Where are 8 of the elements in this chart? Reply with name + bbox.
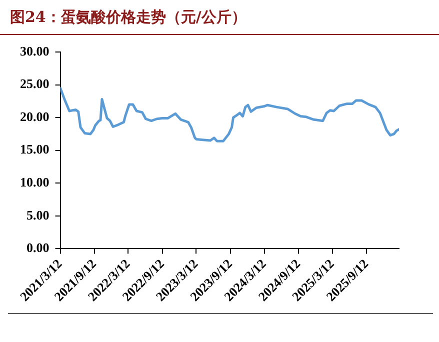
y-tick-label: 30.00 bbox=[20, 43, 50, 58]
y-tick-label: 15.00 bbox=[20, 142, 50, 157]
chart-title: 图24：蛋氨酸价格走势（元/公斤） bbox=[10, 8, 246, 27]
y-tick-label: 20.00 bbox=[20, 108, 50, 124]
y-tick-label: 0.00 bbox=[26, 240, 50, 256]
y-tick-label: 10.00 bbox=[20, 174, 50, 190]
y-tick-label: 5.00 bbox=[26, 207, 50, 222]
y-tick-label: 25.00 bbox=[20, 76, 50, 92]
